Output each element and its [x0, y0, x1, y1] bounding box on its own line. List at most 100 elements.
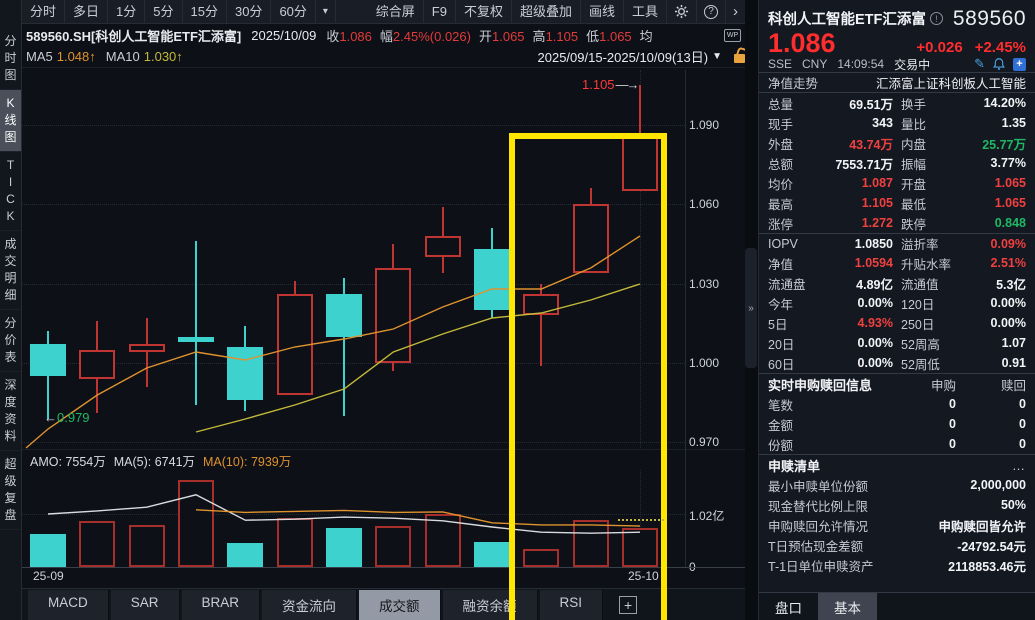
alert-bell-icon[interactable] — [992, 57, 1006, 71]
nav-trend-row[interactable]: 净值走势 汇添富上证科创板人工智能 — [759, 72, 1035, 93]
sidebar-item-成交明细[interactable]: 成交明细 — [0, 231, 21, 310]
date-range-label: 2025/09/15-2025/10/09(13日) — [537, 50, 709, 65]
ma10-line — [195, 283, 641, 433]
quote-value: 0.00% — [857, 356, 893, 370]
indicator-tab-MACD[interactable]: MACD — [28, 589, 109, 620]
indicator-tab-资金流向[interactable]: 资金流向 — [262, 589, 358, 620]
quote-time: 14:09:54 — [837, 57, 885, 71]
quote-value: 1.272 — [861, 216, 893, 230]
quote-row: 外盘 43.74万 内盘 25.77万 — [759, 133, 1035, 153]
low-price-annotation: ← 0.979 — [44, 410, 90, 425]
more-options-icon[interactable]: … — [1012, 457, 1026, 473]
period-button-分时[interactable]: 分时 — [22, 0, 66, 24]
sidebar-item-深度资料[interactable]: 深度资料 — [0, 372, 21, 451]
quote-label: 52周高 — [901, 337, 940, 352]
toolbar-button-不复权[interactable]: 不复权 — [456, 0, 512, 24]
info-icon[interactable]: ! — [929, 12, 943, 25]
settings-button[interactable] — [667, 0, 697, 24]
sidebar-char: K — [6, 209, 15, 223]
indicator-tab-成交额[interactable]: 成交额 — [359, 589, 441, 620]
sidebar-item-分价表[interactable]: 分价表 — [0, 310, 21, 372]
field-label: 开 — [478, 28, 492, 44]
unlock-icon[interactable] — [734, 54, 745, 63]
candle-wick — [145, 318, 148, 387]
quote-value: 25.77万 — [982, 137, 1026, 152]
ohlc-field: 高1.105 — [533, 26, 579, 45]
panel-expand-handle[interactable]: » — [745, 248, 757, 368]
field-label: 幅 — [379, 28, 393, 44]
subscribe-row: 份额 0 0 — [759, 434, 1035, 454]
volume-bar — [128, 525, 165, 567]
toolbar-button-综合屏[interactable]: 综合屏 — [368, 0, 424, 24]
more-periods-dropdown[interactable]: ▾ — [316, 0, 336, 24]
ma-info-bar: MA5 1.048↑ MA10 1.030↑ 2025/09/15-2025/1… — [22, 46, 745, 68]
exchange-label: SSE — [768, 57, 793, 71]
add-to-watchlist-icon[interactable]: + — [1013, 57, 1026, 71]
sidebar-char: 线 — [4, 113, 17, 127]
symbol-label: 589560.SH[科创人工智能ETF汇添富] — [26, 28, 242, 44]
screenshot-wp-icon[interactable]: WP — [724, 28, 741, 42]
panel-tab-基本[interactable]: 基本 — [818, 593, 877, 620]
volume-header-item: MA(10): 7939万 — [203, 455, 292, 469]
sidebar-char: 时 — [4, 51, 17, 65]
quote-row: 20日 0.00% 52周高 1.07 — [759, 333, 1035, 353]
period-button-30分[interactable]: 30分 — [227, 0, 272, 24]
candle — [424, 236, 461, 257]
help-button[interactable]: ? — [697, 0, 726, 24]
indicator-tab-SAR[interactable]: SAR — [110, 589, 180, 620]
toolbar-button-画线[interactable]: 画线 — [581, 0, 624, 24]
indicator-tab-融资余额[interactable]: 融资余额 — [442, 589, 538, 620]
period-button-1分[interactable]: 1分 — [108, 0, 146, 24]
sidebar-item-超级复盘[interactable]: 超级复盘 — [0, 451, 21, 530]
date-range-selector[interactable]: 2025/09/15-2025/10/09(13日) ▼ — [538, 47, 726, 66]
quote-label: 振幅 — [901, 157, 927, 172]
low-price-label: 0.979 — [57, 410, 90, 425]
nav-trend-label: 净值走势 — [768, 77, 819, 91]
dropdown-caret-icon: ▾ — [322, 6, 328, 17]
quote-label: 流通值 — [901, 277, 939, 292]
panel-tab-bar: 盘口 基本 — [759, 592, 1035, 620]
price-change-pct: +2.45% — [974, 39, 1026, 56]
quote-value: 4.93% — [857, 316, 893, 330]
quote-value: 0.00% — [990, 316, 1026, 330]
toolbar-button-工具[interactable]: 工具 — [624, 0, 667, 24]
quote-label: 升贴水率 — [901, 257, 952, 272]
x-axis-line — [22, 567, 745, 568]
panel-tab-盘口[interactable]: 盘口 — [775, 600, 802, 616]
quote-label: 20日 — [768, 337, 795, 352]
volume-ma-svg — [47, 494, 641, 534]
panel-divider: » — [745, 0, 758, 620]
sidebar-char: 深 — [4, 378, 17, 392]
period-button-15分[interactable]: 15分 — [183, 0, 227, 24]
edit-pencil-icon[interactable]: ✎ — [974, 56, 985, 71]
sidebar-char: 明 — [4, 271, 17, 285]
volume-pane: 1.02亿0 — [22, 470, 745, 574]
quote-value: 1.35 — [1001, 116, 1026, 130]
redemption-value: 50% — [1000, 498, 1026, 512]
ohlc-field: 低1.065 — [586, 26, 632, 45]
toolbar-button-F9[interactable]: F9 — [424, 0, 456, 24]
candle — [128, 344, 165, 352]
redemption-row: 申购赎回允许情况 申购赎回皆允许 — [759, 515, 1035, 535]
subscribe-value: 0 — [1019, 397, 1026, 411]
dropdown-arrow-icon: ▼ — [712, 51, 722, 62]
market-status-row: SSE CNY 14:09:54 交易中 ✎ + — [759, 56, 1035, 72]
period-button-5分[interactable]: 5分 — [145, 0, 183, 24]
add-indicator-button[interactable]: + — [619, 595, 638, 614]
instrument-name: 科创人工智能ETF汇添富 — [768, 12, 926, 28]
double-chevron-icon: » — [748, 302, 754, 314]
quote-row: 总额 7553.71万 振幅 3.77% — [759, 153, 1035, 173]
volume-bar — [227, 543, 264, 567]
toolbar-expand-button[interactable]: › — [726, 0, 745, 24]
indicator-tab-BRAR[interactable]: BRAR — [181, 589, 261, 620]
period-button-多日[interactable]: 多日 — [65, 0, 109, 24]
period-button-60分[interactable]: 60分 — [271, 0, 316, 24]
toolbar-button-超级叠加[interactable]: 超级叠加 — [512, 0, 581, 24]
quote-row: 流通盘 4.89亿 流通值 5.3亿 — [759, 273, 1035, 293]
indicator-tab-RSI[interactable]: RSI — [539, 589, 604, 620]
sidebar-item-分时图[interactable]: 分时图 — [0, 28, 21, 90]
quote-value: 5.3亿 — [996, 277, 1026, 292]
price-axis-line — [685, 70, 686, 567]
